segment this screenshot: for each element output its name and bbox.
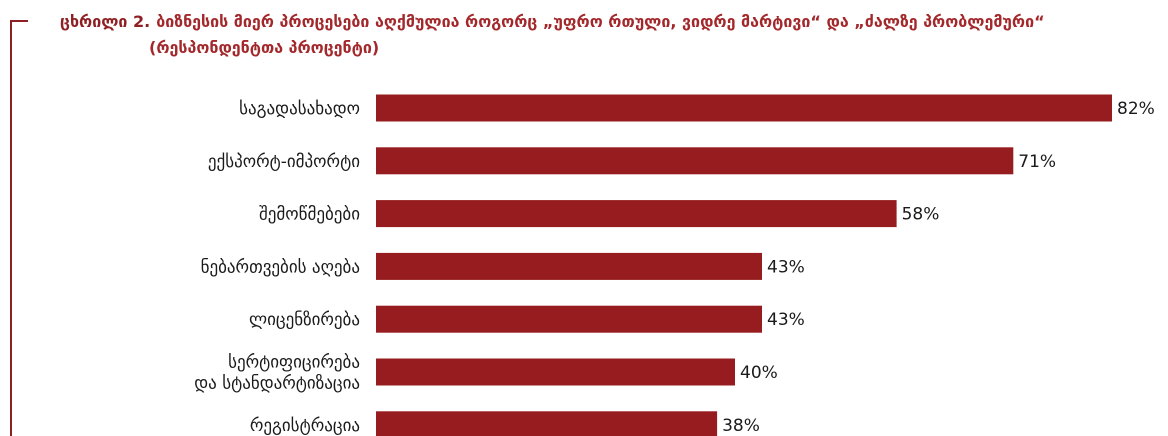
- category-label-line: და სტანდარტიზაცია: [194, 374, 360, 394]
- bar-7: [376, 411, 718, 436]
- category-label-line: ნებართვების აღება: [201, 257, 360, 277]
- bar-5: [376, 305, 762, 333]
- category-label-7: რეგისტრაცია: [250, 416, 360, 436]
- category-label-1: საგადასახადო: [239, 99, 360, 119]
- category-label-line: სერტიფიცირება: [228, 353, 360, 373]
- value-label-7: 38%: [722, 416, 760, 436]
- value-label-5: 43%: [767, 310, 805, 330]
- value-label-6: 40%: [740, 363, 778, 383]
- category-label-5: ლიცენზირება: [249, 310, 360, 330]
- value-label-3: 58%: [902, 205, 940, 225]
- bar-1: [376, 94, 1112, 122]
- bar-4: [376, 252, 762, 280]
- category-label-line: ლიცენზირება: [249, 310, 360, 330]
- category-label-line: ექსპორტ-იმპორტი: [208, 152, 360, 172]
- bar-2: [376, 147, 1014, 175]
- value-label-2: 71%: [1018, 152, 1056, 172]
- frame-left-line: [10, 20, 12, 436]
- category-label-4: ნებართვების აღება: [201, 257, 360, 277]
- category-label-line: საგადასახადო: [239, 99, 360, 119]
- category-label-6: სერტიფიცირება და სტანდარტიზაცია: [194, 353, 360, 394]
- title-line-2: (რესპონდენტთა პროცენტი): [149, 38, 380, 57]
- bar-6: [376, 358, 735, 386]
- figure-label: ცხრილი 2.: [60, 12, 151, 31]
- category-label-3: შემოწმებები: [259, 205, 360, 225]
- category-label-line: შემოწმებები: [259, 205, 360, 225]
- chart-title: ცხრილი 2. ბიზნესის მიერ პროცესები აღქმული…: [60, 9, 1160, 61]
- bar-3: [376, 200, 897, 228]
- title-line-1: ბიზნესის მიერ პროცესები აღქმულია როგორც …: [156, 12, 1045, 31]
- value-label-1: 82%: [1117, 99, 1155, 119]
- category-label-2: ექსპორტ-იმპორტი: [208, 152, 360, 172]
- frame-top-line: [10, 20, 28, 22]
- value-label-4: 43%: [767, 257, 805, 277]
- category-label-line: რეგისტრაცია: [250, 416, 360, 436]
